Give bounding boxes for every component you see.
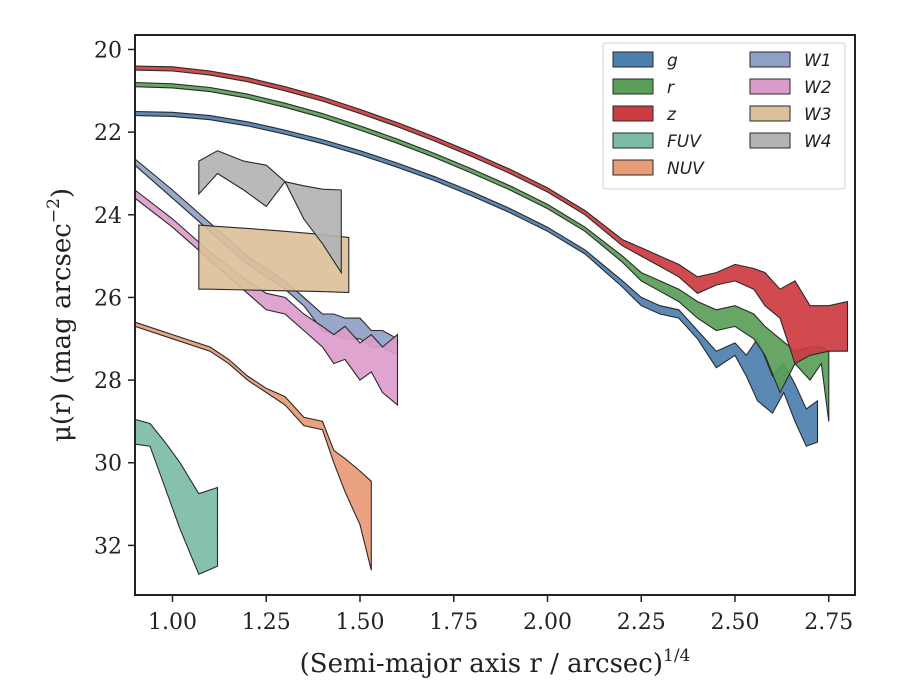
series-area-nuv bbox=[134, 321, 372, 571]
y-axis-label-close: ) bbox=[47, 188, 77, 198]
x-tick-label: 2.50 bbox=[711, 610, 760, 635]
legend-swatch-g bbox=[612, 51, 654, 68]
y-tick-label: 22 bbox=[94, 121, 122, 146]
legend-swatch-nuv bbox=[612, 159, 654, 176]
x-tick-label: 1.75 bbox=[429, 610, 478, 635]
legend-label-fuv: FUV bbox=[667, 132, 702, 152]
x-tick-label: 2.25 bbox=[617, 610, 666, 635]
legend-swatch-fuv bbox=[612, 132, 654, 149]
x-axis-label-exponent: 1/4 bbox=[663, 646, 690, 666]
legend-label-w1: W1 bbox=[804, 51, 832, 71]
legend-label-w2: W2 bbox=[804, 78, 832, 98]
x-tick-label: 2.75 bbox=[804, 610, 853, 635]
legend-swatch-w3 bbox=[749, 105, 791, 122]
y-tick-label: 28 bbox=[94, 369, 122, 394]
legend-swatch-w4 bbox=[749, 132, 791, 149]
series-area-g bbox=[134, 110, 819, 447]
series-area-w4 bbox=[198, 150, 342, 275]
plot-frame bbox=[134, 34, 856, 596]
y-tick-label: 20 bbox=[94, 38, 122, 63]
series-area-z bbox=[134, 65, 849, 365]
series-area-r bbox=[134, 81, 830, 422]
y-tick-label: 32 bbox=[94, 534, 122, 559]
legend-swatch-w1 bbox=[749, 51, 791, 68]
legend-label-nuv: NUV bbox=[667, 159, 705, 179]
y-axis: 20 22 24 26 28 30 32 bbox=[94, 38, 135, 559]
x-tick-label: 1.50 bbox=[336, 610, 385, 635]
x-tick-label: 2.00 bbox=[523, 610, 572, 635]
legend-label-g: g bbox=[667, 51, 678, 71]
y-axis-label: μ(r) (mag arcsec−2) bbox=[44, 188, 77, 442]
legend-label-w4: W4 bbox=[804, 132, 832, 152]
series-area-fuv bbox=[134, 418, 219, 576]
x-tick-label: 1.00 bbox=[148, 610, 197, 635]
legend-label-z: z bbox=[666, 105, 677, 125]
legend-label-r: r bbox=[667, 78, 675, 98]
legend-swatch-z bbox=[612, 105, 654, 122]
legend-swatch-r bbox=[612, 78, 654, 95]
y-axis-label-exponent: −2 bbox=[44, 198, 64, 223]
x-axis-label: (Semi-major axis r / arcsec)1/4 bbox=[300, 646, 691, 679]
x-tick-label: 1.25 bbox=[242, 610, 291, 635]
legend-label-w3: W3 bbox=[804, 105, 832, 125]
x-axis: 1.00 1.25 1.50 1.75 2.00 2.25 2.50 2.75 bbox=[148, 595, 853, 635]
y-tick-label: 24 bbox=[94, 204, 122, 229]
y-tick-label: 30 bbox=[94, 452, 122, 477]
y-tick-label: 26 bbox=[94, 286, 122, 311]
legend-swatch-w2 bbox=[749, 78, 791, 95]
legend: grz FUV NUV W1 W2 W3 W4 bbox=[602, 42, 846, 190]
series-areas bbox=[134, 65, 849, 576]
series-area-w3 bbox=[198, 224, 350, 294]
